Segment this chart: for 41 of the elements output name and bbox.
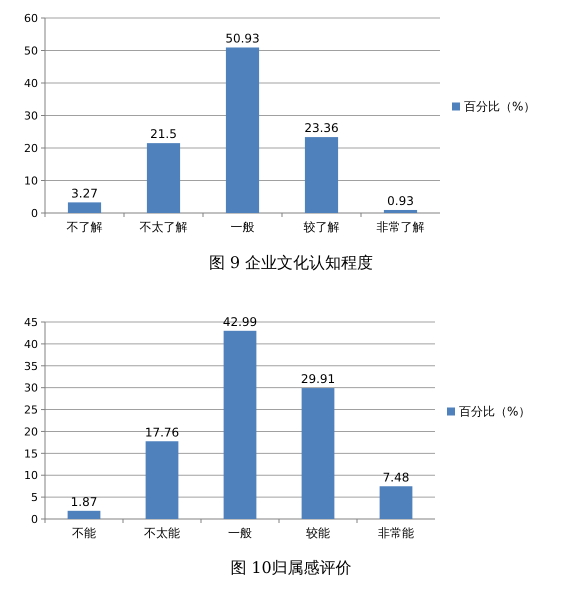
data-label: 42.99 xyxy=(222,314,258,329)
ytick-label: 20 xyxy=(24,425,38,438)
data-label: 1.87 xyxy=(70,494,98,509)
data-label: 7.48 xyxy=(382,470,410,484)
ytick-label: 45 xyxy=(24,316,38,329)
data-label: 21.5 xyxy=(150,127,177,142)
xtick-label: 非常了解 xyxy=(376,220,424,234)
ytick-label: 35 xyxy=(24,360,38,373)
ytick-label: 0 xyxy=(31,207,38,220)
xtick-label: 不了解 xyxy=(66,220,102,234)
ytick-label: 25 xyxy=(24,404,38,417)
data-label: 50.93 xyxy=(225,31,260,46)
data-label: 3.27 xyxy=(71,186,98,200)
ytick-label: 60 xyxy=(24,12,38,25)
ytick-label: 30 xyxy=(24,110,38,122)
ytick-label: 40 xyxy=(24,338,38,351)
ytick-label: 40 xyxy=(24,77,38,90)
ytick-label: 50 xyxy=(24,44,38,58)
ytick-label: 15 xyxy=(24,447,38,460)
ytick-label: 30 xyxy=(24,382,38,395)
xtick-label: 较了解 xyxy=(304,220,340,234)
legend-item: 百分比（%） xyxy=(447,404,530,418)
data-label: 0.93 xyxy=(387,194,414,208)
title: 图 9 企业文化认知程度 xyxy=(208,253,374,272)
ytick-label: 5 xyxy=(31,491,38,504)
data-label: 23.36 xyxy=(304,121,339,136)
xtick-label: 一般 xyxy=(228,526,252,540)
ytick-label: 20 xyxy=(24,142,38,155)
ytick-label: 10 xyxy=(24,469,38,482)
xtick-label: 不太能 xyxy=(144,526,180,540)
xtick-label: 一般 xyxy=(230,220,254,234)
title: 图 10归属感评价 xyxy=(230,558,352,577)
xtick-label: 不太了解 xyxy=(140,220,188,234)
ytick-label: 10 xyxy=(24,174,38,188)
xtick-label: 不能 xyxy=(72,526,96,540)
data-label: 29.91 xyxy=(300,372,336,386)
legend-item: 百分比（%） xyxy=(452,100,536,114)
xtick-label: 非常能 xyxy=(378,526,414,540)
xtick-label: 较能 xyxy=(306,526,330,540)
ytick-label: 0 xyxy=(31,513,38,526)
data-label: 17.76 xyxy=(144,425,180,440)
